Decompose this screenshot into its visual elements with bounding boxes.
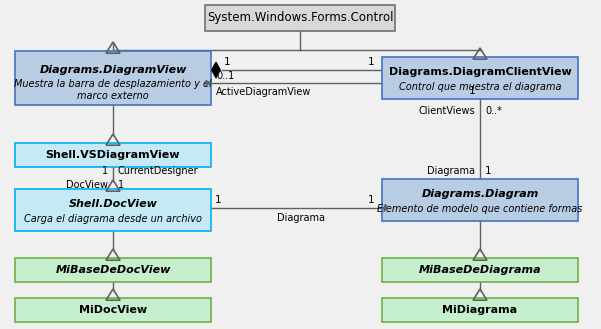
Text: Carga el diagrama desde un archivo: Carga el diagrama desde un archivo — [24, 214, 202, 224]
Text: 1: 1 — [468, 86, 475, 96]
Text: Control que muestra el diagrama: Control que muestra el diagrama — [398, 82, 561, 92]
Text: 1: 1 — [215, 195, 222, 205]
Text: Shell.VSDiagramView: Shell.VSDiagramView — [46, 150, 180, 160]
FancyBboxPatch shape — [382, 258, 578, 282]
Polygon shape — [382, 206, 387, 211]
Polygon shape — [212, 62, 220, 78]
FancyBboxPatch shape — [15, 298, 211, 322]
Text: 1: 1 — [102, 166, 108, 176]
Text: 0..1: 0..1 — [216, 71, 234, 81]
Text: 1: 1 — [224, 57, 231, 67]
Text: System.Windows.Forms.Control: System.Windows.Forms.Control — [207, 12, 393, 24]
FancyBboxPatch shape — [382, 179, 578, 221]
Text: Shell.DocView: Shell.DocView — [69, 199, 157, 209]
Text: 1: 1 — [485, 166, 492, 176]
Text: Elemento de modelo que contiene formas: Elemento de modelo que contiene formas — [377, 204, 583, 214]
Text: Diagrama: Diagrama — [276, 213, 325, 223]
Text: Muestra la barra de desplazamiento y el
marco externo: Muestra la barra de desplazamiento y el … — [14, 79, 212, 101]
FancyBboxPatch shape — [15, 189, 211, 231]
Text: MiDiagrama: MiDiagrama — [442, 305, 517, 315]
Text: 0..*: 0..* — [485, 106, 502, 116]
Text: 1: 1 — [368, 57, 374, 67]
Text: ActiveDiagramView: ActiveDiagramView — [216, 87, 311, 97]
Text: 1: 1 — [118, 180, 124, 190]
FancyBboxPatch shape — [382, 57, 578, 99]
Text: CurrentDesigner: CurrentDesigner — [118, 166, 198, 176]
Text: Diagrams.DiagramClientView: Diagrams.DiagramClientView — [389, 67, 572, 77]
Text: DocView: DocView — [66, 180, 108, 190]
FancyBboxPatch shape — [205, 5, 395, 31]
FancyBboxPatch shape — [382, 298, 578, 322]
Polygon shape — [206, 81, 211, 86]
FancyBboxPatch shape — [15, 143, 211, 167]
FancyBboxPatch shape — [15, 258, 211, 282]
Text: MiBaseDeDocView: MiBaseDeDocView — [55, 265, 171, 275]
Text: MiBaseDeDiagrama: MiBaseDeDiagrama — [419, 265, 542, 275]
Text: Diagrama: Diagrama — [427, 166, 475, 176]
Text: Diagrams.DiagramView: Diagrams.DiagramView — [39, 65, 187, 75]
FancyBboxPatch shape — [15, 51, 211, 105]
Text: ClientViews: ClientViews — [418, 106, 475, 116]
Text: 1: 1 — [368, 195, 374, 205]
Text: Diagrams.Diagram: Diagrams.Diagram — [421, 189, 538, 199]
Text: MiDocView: MiDocView — [79, 305, 147, 315]
